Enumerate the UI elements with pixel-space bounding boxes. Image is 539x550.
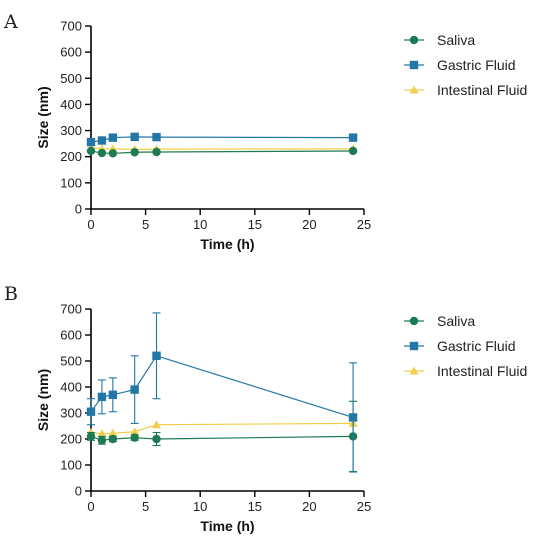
y-tick-label: 400 <box>60 97 82 112</box>
x-axis-title: Time (h) <box>200 518 254 534</box>
y-tick-label: 700 <box>60 302 82 317</box>
circle-marker <box>97 148 107 158</box>
y-tick-label: 100 <box>60 458 82 473</box>
series-line <box>90 355 354 418</box>
legend-item: Saliva <box>404 32 475 48</box>
y-tick-label: 300 <box>60 123 82 138</box>
square-marker <box>97 392 107 402</box>
x-tick-label: 25 <box>357 499 371 514</box>
legend-label: Saliva <box>437 313 475 329</box>
y-tick-label: 700 <box>60 19 82 34</box>
triangle-marker <box>108 428 118 437</box>
y-tick-label: 500 <box>60 354 82 369</box>
circle-marker <box>130 433 139 442</box>
panel-a: A 0 100 200 300 400 500 600 700 0 5 10 15 20 25 Time (… <box>3 11 527 252</box>
circle-marker <box>97 436 107 445</box>
legend: Saliva Gastric Fluid Intestinal Fluid <box>404 313 527 379</box>
x-tick-label: 20 <box>302 499 316 514</box>
x-tick-label: 5 <box>142 217 149 232</box>
legend-label: Saliva <box>437 32 475 48</box>
circle-marker <box>86 432 96 441</box>
square-marker <box>348 133 358 142</box>
series-line <box>90 136 354 143</box>
square-marker <box>97 136 107 145</box>
series-line <box>90 435 354 441</box>
square-marker <box>130 132 139 142</box>
x-tick-label: 20 <box>302 217 316 232</box>
circle-marker <box>409 316 419 326</box>
x-tick-label: 15 <box>248 499 262 514</box>
circle-marker <box>152 147 161 157</box>
y-tick-label: 200 <box>60 149 82 164</box>
x-axis-title: Time (h) <box>200 236 254 252</box>
circle-marker <box>409 35 419 45</box>
square-marker <box>86 137 96 147</box>
series-line <box>90 422 354 435</box>
y-tick-label: 600 <box>60 45 82 60</box>
square-marker <box>130 385 139 394</box>
series-line <box>90 147 354 150</box>
square-marker <box>108 133 118 142</box>
series-saliva <box>86 400 358 473</box>
legend-label: Gastric Fluid <box>437 57 516 73</box>
legend-label: Intestinal Fluid <box>437 363 527 379</box>
series-gastric-fluid <box>86 132 358 147</box>
circle-marker <box>348 146 358 156</box>
circle-marker <box>130 148 139 157</box>
series-line <box>90 150 354 154</box>
circle-marker <box>108 434 118 444</box>
x-tick-label: 10 <box>193 499 207 514</box>
y-axis-title: Size (nm) <box>35 369 51 431</box>
x-tick-label: 15 <box>248 217 262 232</box>
y-tick-label: 0 <box>75 484 82 499</box>
y-tick-label: 0 <box>75 202 82 217</box>
y-tick-label: 100 <box>60 175 82 190</box>
square-marker <box>86 407 96 416</box>
circle-marker <box>86 146 96 156</box>
triangle-marker <box>152 420 162 429</box>
triangle-marker <box>409 85 419 94</box>
square-marker <box>409 60 419 70</box>
legend: Saliva Gastric Fluid Intestinal Fluid <box>404 32 527 98</box>
square-marker <box>108 390 118 399</box>
x-tick-label: 0 <box>87 499 94 514</box>
legend-item: Intestinal Fluid <box>404 363 527 379</box>
legend-label: Gastric Fluid <box>437 338 516 354</box>
circle-marker <box>108 149 118 158</box>
x-tick-label: 25 <box>357 217 371 232</box>
panel-letter: B <box>4 283 18 305</box>
panel-b: B 0 100 200 300 400 500 600 700 0 5 10 15 20 25 Time (… <box>4 283 527 534</box>
y-tick-label: 600 <box>60 328 82 343</box>
legend-item: Saliva <box>404 313 475 329</box>
panel-letter: A <box>3 11 18 33</box>
legend-item: Gastric Fluid <box>404 57 516 73</box>
legend-item: Intestinal Fluid <box>404 82 527 98</box>
series-intestinal-fluid <box>86 418 358 438</box>
square-marker <box>152 132 161 142</box>
y-tick-label: 200 <box>60 432 82 447</box>
legend-item: Gastric Fluid <box>404 338 516 354</box>
triangle-marker <box>97 429 107 438</box>
series-saliva <box>86 146 358 158</box>
y-tick-label: 400 <box>60 380 82 395</box>
x-tick-label: 5 <box>142 499 149 514</box>
square-marker <box>409 341 419 351</box>
triangle-marker <box>130 427 140 436</box>
triangle-marker <box>409 366 419 375</box>
circle-marker <box>152 434 161 444</box>
x-tick-label: 0 <box>87 217 94 232</box>
x-tick-label: 10 <box>193 217 207 232</box>
y-tick-label: 500 <box>60 71 82 86</box>
legend-label: Intestinal Fluid <box>437 82 527 98</box>
series-gastric-fluid <box>86 312 358 473</box>
y-axis-title: Size (nm) <box>35 86 51 148</box>
square-marker <box>152 351 161 360</box>
y-tick-label: 300 <box>60 406 82 421</box>
square-marker <box>348 413 358 422</box>
